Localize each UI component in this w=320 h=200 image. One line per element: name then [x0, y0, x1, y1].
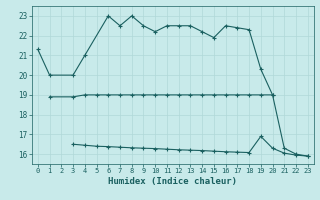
X-axis label: Humidex (Indice chaleur): Humidex (Indice chaleur) — [108, 177, 237, 186]
